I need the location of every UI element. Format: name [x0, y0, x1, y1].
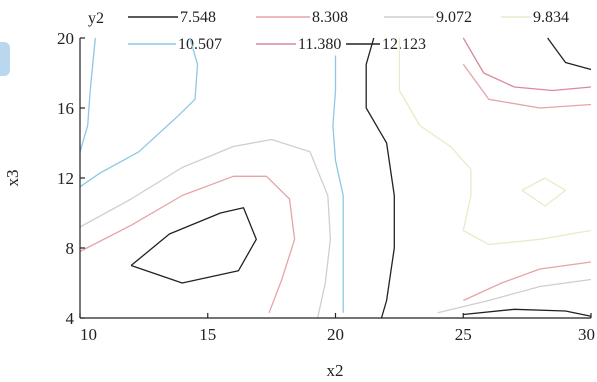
legend-entry: 8.308 [256, 9, 348, 26]
y-tick-label: 20 [57, 29, 74, 48]
legend-label: 9.072 [436, 9, 472, 26]
x-tick-label: 10 [80, 325, 97, 344]
x-tick-label: 15 [199, 325, 216, 344]
y-axis-title: x3 [3, 170, 22, 187]
contour-line-9-072 [79, 138, 332, 319]
contour-line-9-072 [437, 278, 592, 314]
x-tick-label: 25 [455, 325, 472, 344]
contour-line-8-308 [462, 63, 592, 109]
y-tick-label: 4 [66, 309, 75, 328]
contour-line-12-123 [463, 308, 592, 317]
legend-label: 10.507 [178, 36, 222, 53]
legend-entry: 7.548 [128, 9, 216, 26]
page-edge-tab [0, 42, 10, 76]
legend-label: 9.834 [533, 9, 569, 26]
legend-entry: 9.072 [384, 9, 472, 26]
contour-line-12-123 [365, 37, 395, 319]
legend-entry: 12.123 [346, 36, 426, 53]
legend-label: 12.123 [382, 36, 426, 53]
legend-label: 7.548 [180, 9, 216, 26]
axes: 10 15 20 25 30 4 8 12 16 20 [57, 29, 595, 344]
contour-line-10-507 [79, 37, 96, 152]
contour-line-11-380 [462, 37, 592, 92]
y-tick-label: 16 [57, 99, 74, 118]
contour-line-9-834 [521, 177, 567, 207]
contour-line-8-308 [463, 261, 592, 302]
contour-line-10-507 [332, 55, 344, 313]
legend-entry: 9.834 [501, 9, 569, 26]
legend-title: y2 [88, 10, 104, 27]
y-tick-label: 8 [66, 239, 75, 258]
contour-line-10-507 [79, 37, 199, 188]
x-tick-label: 30 [578, 325, 595, 344]
contour-line-7-548 [130, 207, 257, 284]
contour-line-8-308 [79, 175, 296, 314]
x-tick-label: 20 [327, 325, 344, 344]
x-axis-title: x2 [327, 361, 344, 380]
contour-line-12-123 [547, 37, 592, 71]
legend: y2 7.548 8.308 9.072 9.834 10.507 11.380 12.123 [88, 9, 569, 53]
legend-label: 11.380 [298, 36, 341, 53]
legend-entry: 11.380 [256, 36, 341, 53]
legend-label: 8.308 [312, 9, 348, 26]
legend-entry: 10.507 [128, 36, 222, 53]
contour-line-9-834 [398, 38, 592, 246]
contour-lines [79, 37, 592, 319]
y-tick-label: 12 [57, 169, 74, 188]
